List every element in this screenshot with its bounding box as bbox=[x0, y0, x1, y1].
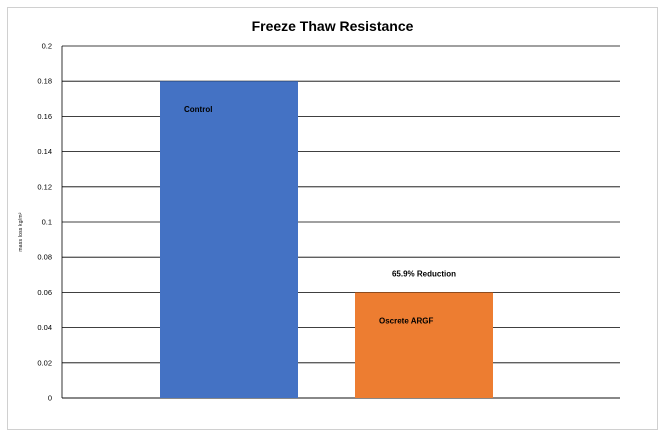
chart-title: Freeze Thaw Resistance bbox=[251, 18, 414, 34]
y-tick-label: 0.06 bbox=[37, 288, 52, 297]
y-tick-label: 0.04 bbox=[37, 323, 52, 332]
bar-label: Control bbox=[184, 105, 212, 114]
y-tick-label: 0.12 bbox=[37, 182, 52, 191]
y-tick-label: 0.18 bbox=[37, 77, 52, 86]
y-tick-label: 0.1 bbox=[42, 218, 52, 227]
y-tick-label: 0.2 bbox=[42, 42, 52, 51]
reduction-annotation: 65.9% Reduction bbox=[392, 269, 456, 278]
y-tick-label: 0.08 bbox=[37, 253, 52, 262]
y-tick-label: 0 bbox=[48, 394, 52, 403]
bar-oscrete-argf bbox=[355, 292, 493, 398]
bar-control bbox=[160, 81, 298, 398]
bar-label: Oscrete ARGF bbox=[379, 316, 434, 325]
y-tick-label: 0.16 bbox=[37, 112, 52, 121]
y-tick-label: 0.14 bbox=[37, 147, 52, 156]
y-tick-label: 0.02 bbox=[37, 358, 52, 367]
chart-frame bbox=[7, 7, 658, 430]
